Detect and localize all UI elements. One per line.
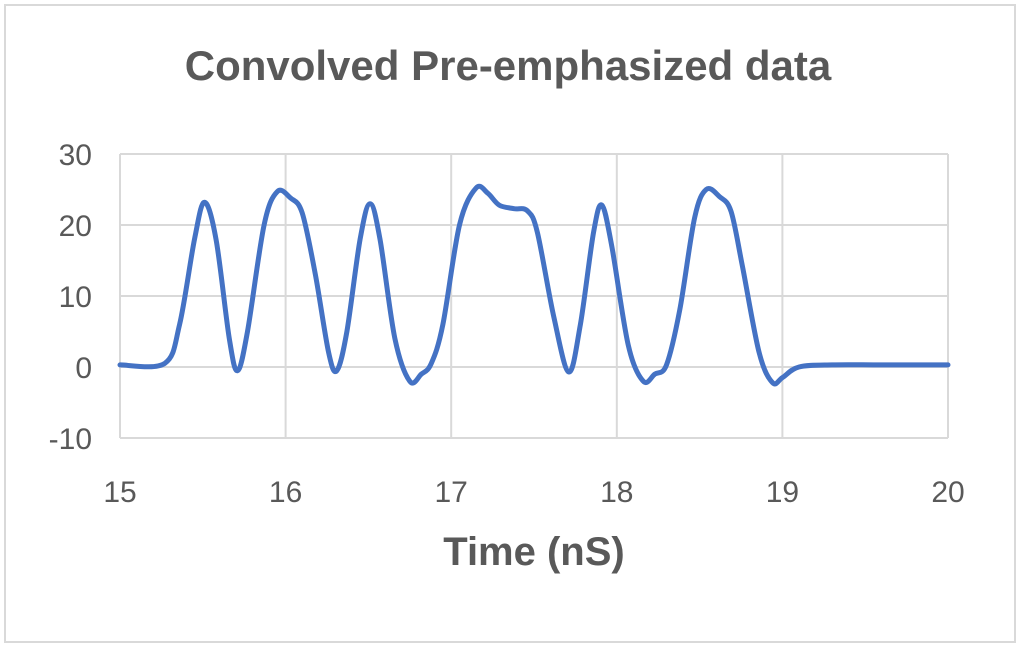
data-series-line — [117, 183, 951, 387]
x-tick-label: 17 — [435, 476, 468, 509]
chart-frame — [4, 4, 1016, 643]
x-axis-label: Time (nS) — [443, 530, 625, 574]
y-tick-label: 30 — [59, 139, 92, 172]
x-tick-label: 15 — [103, 476, 136, 509]
x-tick-label: 16 — [269, 476, 302, 509]
x-tick-label: 18 — [600, 476, 633, 509]
chart-title: Convolved Pre-emphasized data — [184, 42, 832, 89]
y-tick-label: 10 — [59, 281, 92, 314]
x-tick-label: 19 — [766, 476, 799, 509]
x-tick-label: 20 — [931, 476, 964, 509]
y-axis-ticks: -10 0 10 20 30 — [49, 139, 92, 456]
y-tick-label: 20 — [59, 210, 92, 243]
x-axis-ticks: 15 16 17 18 19 20 — [103, 476, 964, 509]
y-tick-label: 0 — [75, 352, 92, 385]
gridlines — [119, 153, 949, 439]
y-tick-label: -10 — [49, 423, 92, 456]
